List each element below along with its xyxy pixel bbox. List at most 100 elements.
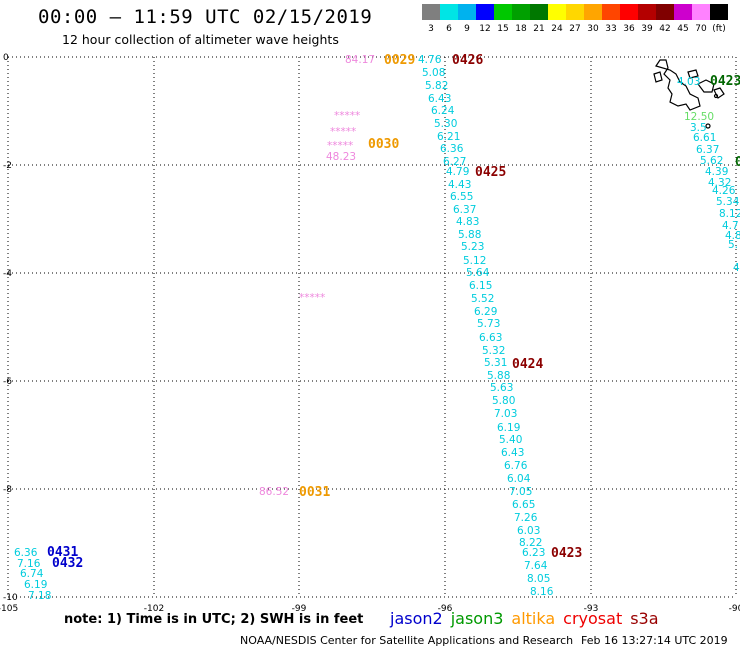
x-tick-label: -93 — [584, 604, 599, 614]
wave-height-value: 7.03 — [494, 408, 517, 420]
wave-height-value: ***** — [299, 292, 325, 304]
wave-height-value: 5.23 — [461, 241, 484, 253]
pass-label: 0030 — [368, 137, 399, 152]
pass-label: 0031 — [299, 485, 330, 500]
legend-label: 18 — [515, 24, 527, 34]
credit-text: NOAA/NESDIS Center for Satellite Applica… — [240, 634, 574, 647]
galapagos-coastline — [653, 59, 725, 129]
legend-swatch — [620, 4, 638, 20]
map-grid: -105 -102 -99 -96 -93 -90 0 -2 -4 -6 -8 -10 — [0, 53, 740, 614]
satellite-altika: altika — [511, 609, 556, 628]
pass-label: 0426 — [452, 53, 483, 68]
legend-swatch — [512, 4, 530, 20]
wave-height-value: 6.24 — [431, 105, 455, 117]
legend-swatch — [530, 4, 548, 20]
wave-height-value: 8.22 — [519, 537, 542, 549]
satellite-cryosat: cryosat — [563, 609, 623, 628]
wave-height-value: 6.43 — [501, 447, 524, 459]
x-tick-label: -105 — [0, 604, 18, 614]
wave-height-value: 6.03 — [517, 525, 540, 537]
legend-swatch — [458, 4, 476, 20]
wave-height-value: 5.32 — [482, 345, 505, 357]
wave-height-value: 6.36 — [440, 143, 464, 155]
wave-height-value: 4.03 — [677, 76, 700, 88]
legend-swatch — [440, 4, 458, 20]
wave-height-value: 6.65 — [512, 499, 535, 511]
wave-height-value: 5.64 — [466, 267, 490, 279]
wave-height-value: 6.15 — [469, 280, 492, 292]
island-san-cristobal — [713, 87, 725, 99]
wave-height-value: ***** — [334, 110, 360, 122]
island-small — [705, 123, 711, 129]
wave-height-value: 5.88 — [487, 370, 510, 382]
wave-height-value: 5.80 — [492, 395, 515, 407]
x-tick-label: -99 — [292, 604, 307, 614]
pass-label: 0425 — [475, 165, 506, 180]
wave-height-value: 5.88 — [458, 229, 481, 241]
legend-swatch — [638, 4, 656, 20]
island-santiago — [687, 69, 699, 79]
island-fernandina — [653, 71, 663, 83]
wave-height-value: 4.26 — [712, 185, 736, 197]
wave-height-value: 6.29 — [474, 306, 497, 318]
legend-swatch — [566, 4, 584, 20]
island-santa-cruz — [697, 79, 715, 93]
wave-height-value: 4.83 — [456, 216, 479, 228]
legend-label: 9 — [464, 24, 470, 34]
wave-height-value: 86.52 — [259, 486, 289, 498]
legend-label: 45 — [677, 24, 689, 34]
legend-swatch — [584, 4, 602, 20]
x-tick-label: -96 — [438, 604, 453, 614]
wave-height-value: 6.27 — [443, 156, 466, 168]
x-tick-label: -90 — [729, 604, 740, 614]
wave-height-value: 8.05 — [527, 573, 550, 585]
wave-height-value: 6.19 — [24, 579, 47, 591]
wave-height-value: 7.16 — [17, 558, 41, 570]
wave-height-value: 5.30 — [434, 118, 457, 130]
wave-height-value: 5.63 — [490, 382, 513, 394]
legend-label: 15 — [497, 24, 509, 34]
wave-height-value: 12.50 — [684, 111, 714, 123]
legend-label: 70 — [695, 24, 707, 34]
wave-height-value: 5.34 — [716, 196, 740, 208]
y-tick-label: -10 — [3, 593, 18, 603]
legend-label: 33 — [605, 24, 617, 34]
legend-swatch — [692, 4, 710, 20]
legend-swatch — [710, 4, 728, 20]
wave-height-value: 7.18 — [28, 590, 51, 602]
legend-label: 27 — [569, 24, 581, 34]
wave-height-value: 8.16 — [530, 586, 554, 598]
legend-label: 39 — [641, 24, 653, 34]
wave-height-value: 48.23 — [326, 151, 356, 163]
legend-label: 21 — [533, 24, 545, 34]
y-tick-label: 0 — [3, 53, 9, 63]
wave-height-value: 5.31 — [484, 357, 507, 369]
wave-height-value: 84.17 — [345, 54, 375, 66]
altimeter-tracks: 4.765.085.826.436.245.306.216.366.274.79… — [14, 54, 740, 602]
units-note: note: 1) Time is in UTC; 2) SWH is in fe… — [64, 612, 364, 627]
legend-swatch — [422, 4, 440, 20]
island-small-2 — [713, 93, 719, 99]
page-title: 00:00 – 11:59 UTC 02/15/2019 — [38, 6, 373, 28]
pass-label: 0 — [735, 155, 740, 170]
legend-swatch — [674, 4, 692, 20]
wave-height-value: 6.36 — [14, 547, 38, 559]
wave-height-value: 6.63 — [479, 332, 502, 344]
wave-height-value: 5.73 — [477, 318, 500, 330]
pass-label: 0424 — [512, 357, 543, 372]
wave-height-value: 6.23 — [522, 547, 545, 559]
page-subtitle: 12 hour collection of altimeter wave hei… — [62, 32, 339, 47]
wave-height-value: ***** — [330, 126, 356, 138]
timestamp-text: Feb 16 13:27:14 UTC 2019 — [581, 634, 728, 647]
island-isabela — [655, 59, 701, 111]
wave-height-value: 4.76 — [418, 54, 442, 66]
wave-height-value: 7.26 — [514, 512, 538, 524]
satellite-s3a: s3a — [630, 609, 659, 628]
wave-height-value: 3.5 — [690, 122, 707, 134]
legend-swatch — [656, 4, 674, 20]
wave-height-value: 4.7 — [722, 220, 739, 232]
legend-label: (ft) — [712, 24, 726, 34]
satellite-jason3: jason3 — [450, 609, 504, 628]
